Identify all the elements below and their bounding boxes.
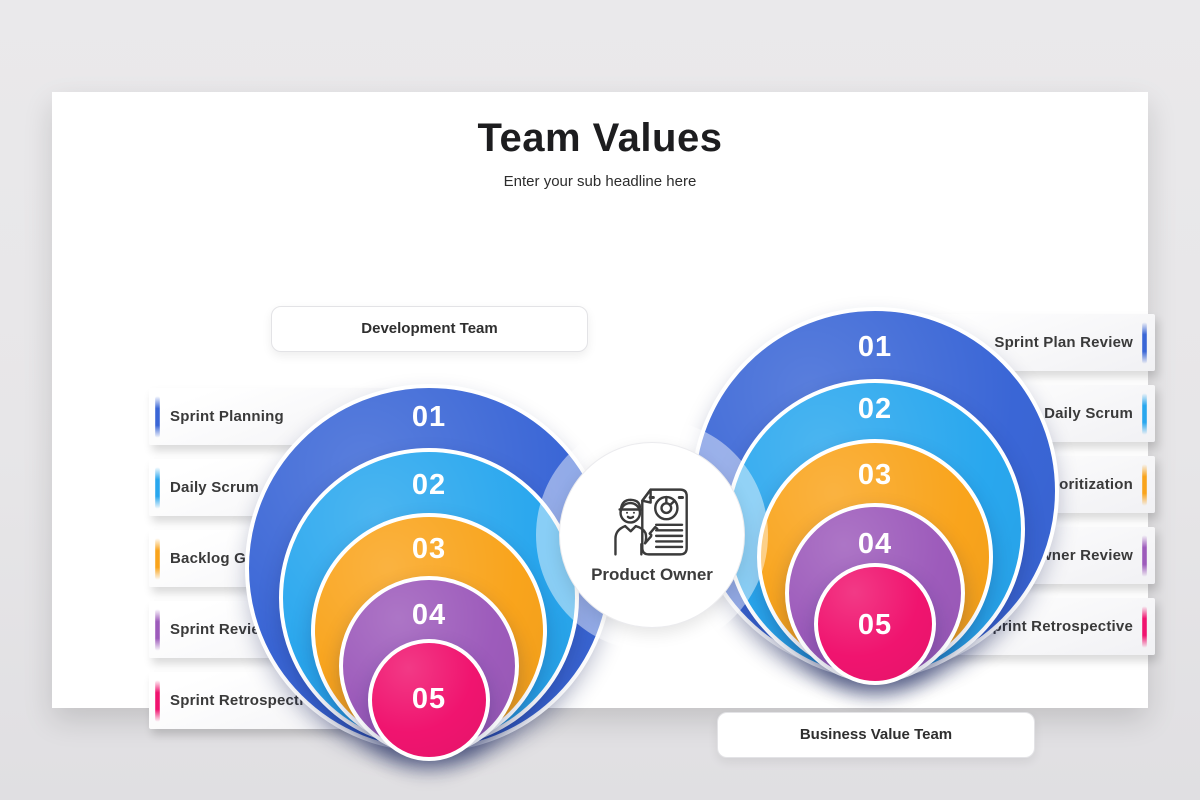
step-number: 01 — [411, 401, 447, 433]
label-text: Sprint Planning — [170, 408, 284, 425]
accent-bar — [1142, 464, 1147, 506]
label-text: Daily Scrum — [1044, 405, 1133, 422]
center-circle: Product Owner — [559, 442, 745, 628]
step-number: 04 — [857, 528, 893, 560]
page-title: Team Values — [477, 116, 723, 160]
accent-bar — [1142, 535, 1147, 577]
step-number: 05 — [411, 683, 447, 715]
label-text: Sprint Plan Review — [994, 334, 1133, 351]
value-circle-left-05 — [368, 639, 490, 761]
center-label: Product Owner — [591, 565, 713, 584]
accent-bar — [155, 680, 160, 722]
accent-bar — [1142, 393, 1147, 435]
step-number: 03 — [857, 459, 893, 491]
product-owner-person-document-icon — [614, 488, 688, 556]
slide-canvas: Sprint Planning Daily Scrum Backlog Groo… — [52, 92, 1155, 761]
step-number: 04 — [411, 599, 447, 631]
development-team-header: Development Team — [271, 306, 588, 352]
business-value-team-header: Business Value Team — [717, 712, 1035, 758]
accent-bar — [155, 396, 160, 438]
accent-bar — [1142, 322, 1147, 364]
step-number: 03 — [411, 533, 447, 565]
accent-bar — [155, 609, 160, 651]
label-text: Daily Scrum — [170, 479, 259, 496]
page-subtitle: Enter your sub headline here — [503, 173, 697, 190]
accent-bar — [1142, 606, 1147, 648]
label-text: Sprint Retrospective — [170, 692, 321, 709]
step-number: 02 — [411, 469, 447, 501]
step-number: 05 — [857, 609, 893, 641]
step-number: 01 — [857, 331, 893, 363]
value-circle-right-05 — [814, 563, 936, 685]
label-text: Sprint Review — [170, 621, 272, 638]
step-number: 02 — [857, 393, 893, 425]
label-text: Sprint Retrospective — [982, 618, 1133, 635]
accent-bar — [155, 538, 160, 580]
accent-bar — [155, 467, 160, 509]
